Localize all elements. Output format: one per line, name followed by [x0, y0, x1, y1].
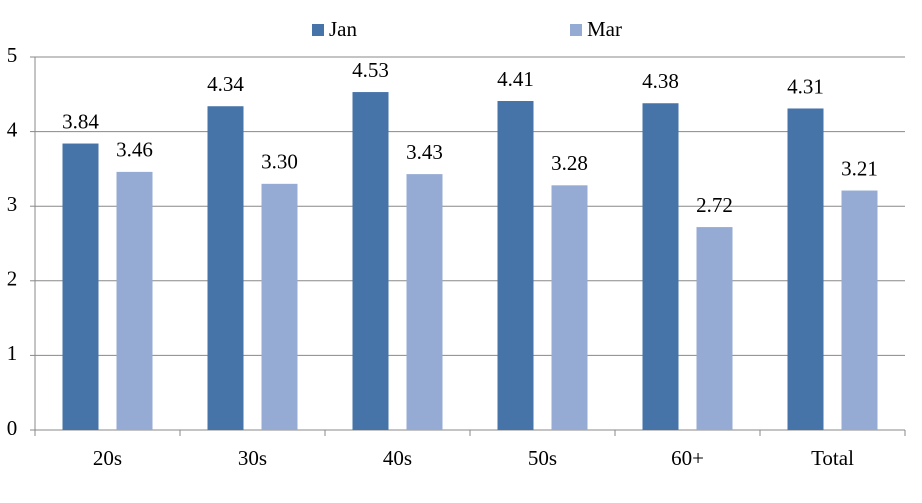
legend-swatch: [570, 24, 582, 36]
y-tick-label: 0: [7, 416, 18, 440]
y-tick-label: 5: [7, 43, 18, 67]
x-tick-label: 50s: [528, 446, 557, 470]
y-tick-label: 3: [7, 192, 18, 216]
y-tick-label: 4: [7, 117, 18, 141]
bar: [696, 227, 733, 430]
value-label: 4.38: [642, 69, 679, 93]
value-label: 4.53: [352, 58, 389, 82]
x-tick-label: 30s: [238, 446, 267, 470]
value-label: 4.34: [207, 72, 244, 96]
x-tick-label: 40s: [383, 446, 412, 470]
x-tick-label: 20s: [93, 446, 122, 470]
value-label: 3.30: [261, 150, 298, 174]
value-label: 3.21: [841, 156, 878, 180]
bar: [261, 183, 298, 430]
y-tick-label: 1: [7, 341, 18, 365]
value-label: 3.28: [551, 151, 588, 175]
bar: [551, 185, 588, 430]
x-tick-label: 60+: [671, 446, 704, 470]
bar: [642, 103, 679, 430]
value-label: 3.46: [116, 138, 153, 162]
legend-label: Mar: [587, 17, 622, 41]
bar: [497, 101, 534, 430]
bar: [207, 106, 244, 431]
value-label: 4.41: [497, 67, 534, 91]
bar: [62, 143, 99, 430]
bar: [841, 190, 878, 430]
bar: [352, 92, 389, 430]
bar: [787, 108, 824, 430]
legend-label: Jan: [329, 17, 357, 41]
value-label: 3.43: [406, 140, 443, 164]
bar: [406, 174, 443, 430]
legend-swatch: [312, 24, 324, 36]
x-tick-label: Total: [811, 446, 854, 470]
value-label: 4.31: [787, 74, 824, 98]
bar: [116, 171, 153, 430]
value-label: 2.72: [696, 193, 733, 217]
value-label: 3.84: [62, 109, 99, 133]
y-tick-label: 2: [7, 267, 18, 291]
